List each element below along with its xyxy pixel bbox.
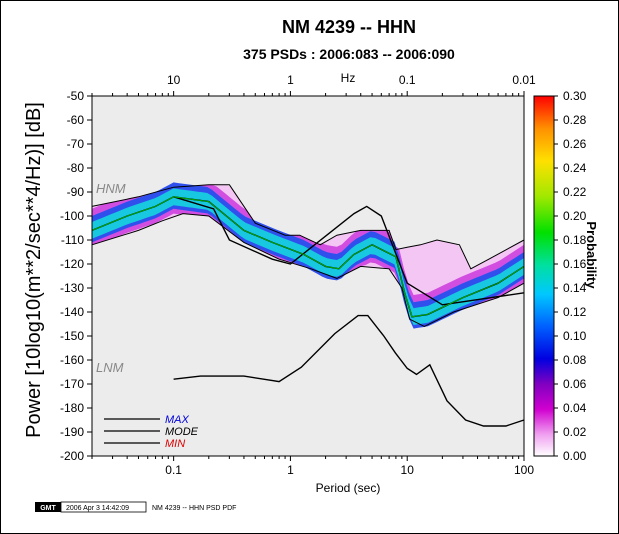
y-tick-label: -90 bbox=[67, 185, 85, 199]
y-tick-label: -150 bbox=[60, 329, 84, 343]
y-tick-label: -70 bbox=[67, 137, 85, 151]
top-tick-label: 1 bbox=[287, 73, 294, 87]
plot-border bbox=[91, 95, 525, 457]
y-tick-label: -120 bbox=[60, 257, 84, 271]
y-tick-label: -190 bbox=[60, 425, 84, 439]
x-tick-label: 1 bbox=[287, 463, 294, 477]
colorbar-tick-label: 0.08 bbox=[563, 353, 587, 367]
mode-highlight-curve bbox=[91, 196, 525, 318]
y-tick-label: -140 bbox=[60, 305, 84, 319]
lnm-label: LNM bbox=[96, 360, 124, 375]
y-tick-label: -50 bbox=[67, 89, 85, 103]
hnm-curve bbox=[173, 196, 525, 306]
colorbar-tick-label: 0.26 bbox=[563, 137, 587, 151]
colorbar-tick-label: 0.02 bbox=[563, 425, 587, 439]
x-tick-label: 100 bbox=[514, 463, 534, 477]
x-axis-label: Period (sec) bbox=[316, 481, 381, 495]
y-tick-label: -130 bbox=[60, 281, 84, 295]
colorbar-tick-label: 0.16 bbox=[563, 257, 587, 271]
min-curve bbox=[91, 213, 525, 327]
lnm-curve bbox=[173, 314, 525, 427]
axes: -50 -60 -70 -80 -90 -100 -110 -120 -130 -140 -150 -… bbox=[60, 73, 536, 477]
y-tick-label: -60 bbox=[67, 113, 85, 127]
colorbar-tick-label: 0.24 bbox=[563, 161, 587, 175]
colorbar-tick-label: 0.04 bbox=[563, 401, 587, 415]
colorbar-tick-label: 0.18 bbox=[563, 233, 587, 247]
chart-subtitle: 375 PSDs : 2006:083 -- 2006:090 bbox=[243, 46, 455, 62]
colorbar-tick-label: 0.30 bbox=[563, 89, 587, 103]
max-curve bbox=[91, 184, 525, 270]
colorbar-tick-label: 0.12 bbox=[563, 305, 587, 319]
top-tick-label: 10 bbox=[167, 73, 181, 87]
legend-label-min: MIN bbox=[165, 438, 185, 450]
y-tick-label: -80 bbox=[67, 161, 85, 175]
gmt-logo-text: GMT bbox=[40, 505, 56, 512]
footer: GMT 2006 Apr 3 14:42:09 NM 4239 -- HHN P… bbox=[35, 501, 236, 513]
colorbar-ticks: 0.00 0.02 0.04 0.06 0.08 0.10 0.12 0.14 0.16 0.18… bbox=[554, 89, 587, 463]
legend-label-mode: MODE bbox=[165, 426, 199, 438]
y-tick-label: -180 bbox=[60, 401, 84, 415]
legend-label-max: MAX bbox=[165, 414, 190, 426]
y-tick-label: -110 bbox=[61, 233, 84, 247]
top-tick-label: 0.1 bbox=[399, 73, 416, 87]
colorbar-tick-label: 0.20 bbox=[563, 209, 587, 223]
timestamp-box bbox=[60, 501, 147, 513]
y-tick-label: -200 bbox=[60, 449, 84, 463]
curves-layer bbox=[91, 184, 525, 427]
colorbar-tick-label: 0.10 bbox=[563, 329, 587, 343]
top-tick-label: 0.01 bbox=[512, 73, 536, 87]
y-tick-label: -100 bbox=[60, 209, 84, 223]
top-axis-label: Hz bbox=[341, 71, 356, 85]
colorbar-tick-label: 0.14 bbox=[563, 281, 587, 295]
x-tick-label: 10 bbox=[401, 463, 415, 477]
colorbar-tick-label: 0.28 bbox=[563, 113, 587, 127]
colorbar-tick-label: 0.00 bbox=[563, 449, 587, 463]
x-tick-label: 0.1 bbox=[165, 463, 182, 477]
gmt-logo bbox=[35, 502, 61, 512]
hnm-label: HNM bbox=[96, 181, 126, 196]
y-axis-label: Power [10log10(m**2/sec**4/Hz)] [dB] bbox=[23, 102, 45, 438]
chart-title: NM 4239 -- HHN bbox=[282, 17, 416, 37]
y-tick-label: -160 bbox=[60, 353, 84, 367]
footer-caption: NM 4239 -- HHN PSD PDF bbox=[152, 505, 236, 512]
y-tick-label: -170 bbox=[60, 377, 84, 391]
colorbar-label: Probability bbox=[584, 221, 599, 289]
colorbar bbox=[533, 95, 555, 457]
legend: MAX MODE MIN bbox=[104, 414, 199, 450]
colorbar-tick-label: 0.06 bbox=[563, 377, 587, 391]
timestamp: 2006 Apr 3 14:42:09 bbox=[66, 505, 129, 512]
colorbar-tick-label: 0.22 bbox=[563, 185, 587, 199]
